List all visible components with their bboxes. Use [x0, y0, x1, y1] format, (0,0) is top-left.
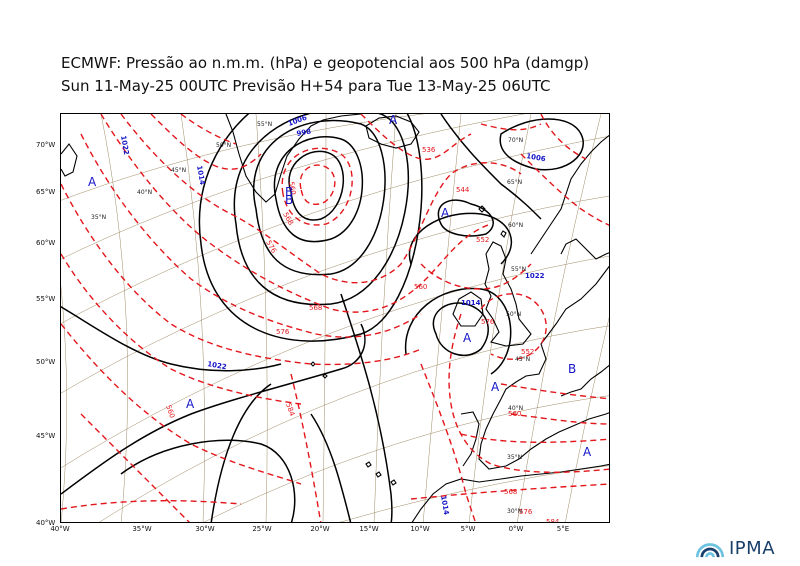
coastlines	[61, 114, 609, 522]
ipma-corner-logo-text: IPMA	[729, 538, 776, 559]
lon-tick-label: 35°W	[132, 525, 152, 533]
ipma-corner-logo: IPMA	[694, 538, 775, 559]
graticule-label: 70°N	[508, 137, 523, 144]
pressure-center-label: A	[441, 206, 450, 220]
graticule-label: 40°N	[137, 189, 152, 196]
isobar-label: 1022	[207, 360, 228, 371]
graticule-label: 65°N	[507, 179, 522, 186]
geopotential-label: 560	[164, 404, 176, 419]
pressure-center-label: B	[285, 193, 293, 207]
geopotential-label: 544	[456, 186, 470, 194]
lon-tick-label: 5°E	[556, 525, 570, 533]
lon-tick-label: 40°W	[50, 525, 70, 533]
lat-tick-label: 60°W	[36, 239, 56, 247]
geopotential-label: 560	[508, 410, 521, 418]
geopotential-label: 576	[519, 508, 533, 516]
pressure-center-label: A	[583, 445, 592, 459]
geopotential-label: 576	[481, 318, 495, 326]
chart-title: ECMWF: Pressão ao n.m.m. (hPa) e geopote…	[61, 54, 590, 72]
pressure-center-label: A	[186, 397, 195, 411]
geopotential-label: 568	[281, 211, 295, 227]
lon-tick-label: 20°W	[310, 525, 330, 533]
lon-tick-label: 10°W	[410, 525, 430, 533]
geopotential-label: 560	[287, 181, 297, 196]
grid-labels: 55°N 50°N 45°N 40°N 35°N 70°N 65°N 60°N 55°N 50°N…	[91, 121, 530, 515]
geopotential-label: 552	[521, 348, 534, 356]
ipma-corner-logo-icon	[695, 542, 725, 557]
graticule-label: 50°N	[216, 142, 231, 149]
graticule-label: 40°N	[508, 405, 523, 412]
geopotential-label: 576	[276, 328, 290, 336]
geopotential-label: 568	[309, 304, 322, 312]
pressure-center-label: B	[568, 362, 576, 376]
isobar-label: 1014	[195, 165, 206, 186]
forecast-map: 1006 998 1014 1022 1006 1022 1014 1014 1022 560 5…	[60, 113, 610, 523]
graticule-label: 55°N	[257, 121, 272, 128]
isobar-label: 1014	[439, 495, 450, 516]
geopotential-label: 552	[476, 236, 489, 244]
lon-tick-label: 0°W	[508, 525, 524, 533]
pressure-center-label: A	[463, 331, 472, 345]
lon-tick-label: 15°W	[359, 525, 379, 533]
lon-tick-label: 30°W	[195, 525, 215, 533]
isobar-label: 1014	[461, 299, 481, 307]
isobar-label: 1022	[119, 135, 130, 156]
chart-subtitle: Sun 11-May-25 00UTC Previsão H+54 para T…	[61, 77, 551, 95]
lon-tick-label: 5°W	[460, 525, 476, 533]
geopotential-label: 536	[422, 146, 436, 154]
geopotential-label: 584	[546, 518, 560, 523]
lat-tick-label: 70°W	[36, 141, 56, 149]
graticule-label: 50°N	[506, 311, 521, 318]
graticule-label: 45°N	[171, 167, 186, 174]
graticule-label: 35°N	[91, 214, 106, 221]
isobars	[61, 114, 584, 522]
geopotential-label: 584	[284, 402, 296, 418]
graticule-label: 45°N	[515, 356, 530, 363]
isobar-label: 1006	[526, 152, 547, 163]
lat-tick-label: 65°W	[36, 188, 56, 196]
pressure-center-label: B	[285, 185, 293, 199]
graticule-label: 35°N	[507, 454, 522, 461]
lat-tick-label: 50°W	[36, 358, 56, 366]
lat-tick-label: 45°W	[36, 432, 56, 440]
graticule-label: 30°N	[507, 508, 522, 515]
graticule-label: 60°N	[508, 222, 523, 229]
graticule-label: 55°N	[511, 266, 526, 273]
isobar-label: 1022	[525, 272, 545, 280]
geopotential-label: 568	[504, 488, 517, 496]
geopotential-labels: 560 568 576 536 544 552 560 568 576 584 560 576 552 5…	[164, 146, 560, 523]
pressure-center-label: A	[491, 380, 500, 394]
geopotential-lines	[61, 114, 609, 522]
lat-tick-label: 55°W	[36, 295, 56, 303]
lat-tick-label: 40°W	[36, 519, 56, 527]
pressure-center-label: A	[88, 175, 97, 189]
isobar-label: 998	[296, 128, 312, 138]
isobar-label: 1006	[287, 114, 308, 128]
lon-tick-label: 25°W	[252, 525, 272, 533]
pressure-center-label: A	[389, 114, 398, 127]
geopotential-label: 560	[414, 283, 427, 291]
